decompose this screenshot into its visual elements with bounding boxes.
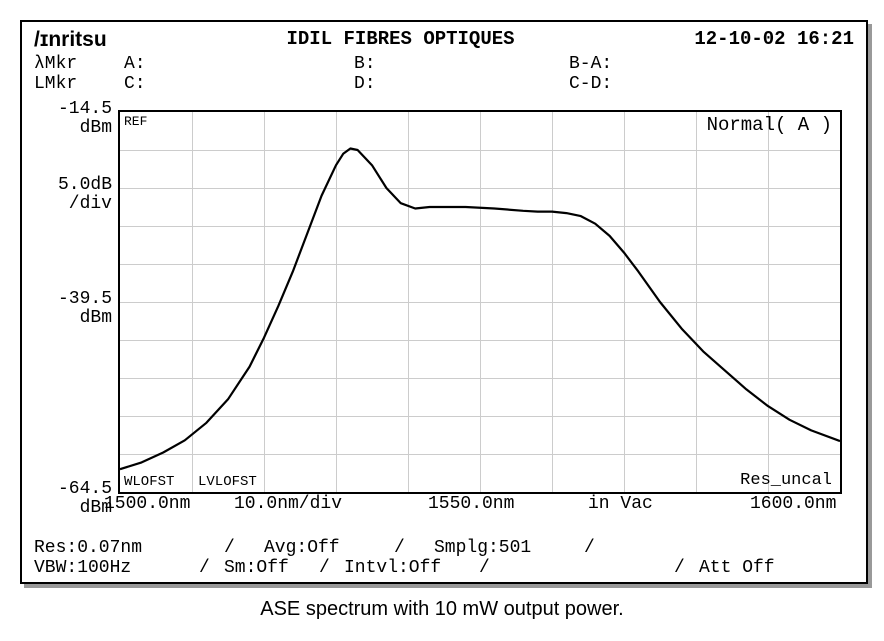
intvl-setting: Intvl:Off bbox=[344, 558, 479, 578]
lvlofst-label: LVLOFST bbox=[198, 474, 257, 490]
footer-row-1: Res:0.07nm / Avg:Off / Smplg:501 / bbox=[34, 538, 854, 558]
header-row: /ɪnritsu IDIL FIBRES OPTIQUES 12-10-02 1… bbox=[22, 22, 866, 52]
marker-rows: λMkr A: B: B-A: LMkr C: D: C-D: bbox=[22, 52, 866, 100]
sep-icon: / bbox=[674, 558, 699, 578]
lambda-marker-row: λMkr A: B: B-A: bbox=[34, 54, 854, 74]
x-scale: 10.0nm/div bbox=[234, 494, 342, 514]
figure-caption: ASE spectrum with 10 mW output power. bbox=[20, 598, 864, 621]
header-datetime: 12-10-02 16:21 bbox=[694, 28, 854, 52]
marker-c: C: bbox=[124, 74, 354, 94]
footer-settings: Res:0.07nm / Avg:Off / Smplg:501 / VBW:1… bbox=[34, 538, 854, 578]
gridline-v bbox=[480, 112, 481, 492]
sep-icon: / bbox=[584, 538, 604, 558]
vbw-setting: VBW:100Hz bbox=[34, 558, 199, 578]
gridline-v bbox=[408, 112, 409, 492]
sep-icon: / bbox=[319, 558, 344, 578]
wlofst-label: WLOFST bbox=[124, 474, 174, 490]
gridline-v bbox=[192, 112, 193, 492]
y-axis-label: 5.0dB/div bbox=[32, 176, 112, 214]
res-setting: Res:0.07nm bbox=[34, 538, 224, 558]
marker-ba: B-A: bbox=[569, 54, 689, 74]
gridline-v bbox=[624, 112, 625, 492]
gridline-v bbox=[264, 112, 265, 492]
brand-logo: /ɪnritsu bbox=[34, 28, 107, 52]
level-mkr-label: LMkr bbox=[34, 74, 124, 94]
gridline-v bbox=[768, 112, 769, 492]
sep-icon: / bbox=[394, 538, 434, 558]
x-right: 1600.0nm bbox=[750, 494, 836, 514]
avg-setting: Avg:Off bbox=[264, 538, 394, 558]
mode-label: Normal( A ) bbox=[707, 114, 832, 136]
y-axis-label: -14.5dBm bbox=[32, 100, 112, 138]
x-left: 1500.0nm bbox=[104, 494, 190, 514]
gridline-v bbox=[696, 112, 697, 492]
marker-a: A: bbox=[124, 54, 354, 74]
x-medium: in Vac bbox=[588, 494, 653, 514]
smplg-setting: Smplg:501 bbox=[434, 538, 584, 558]
x-center: 1550.0nm bbox=[428, 494, 514, 514]
marker-d: D: bbox=[354, 74, 569, 94]
y-axis-label: -39.5dBm bbox=[32, 290, 112, 328]
sep-icon: / bbox=[224, 538, 264, 558]
sm-setting: Sm:Off bbox=[224, 558, 319, 578]
spacer bbox=[504, 558, 674, 578]
sep-icon: / bbox=[479, 558, 504, 578]
y-axis-label: -64.5dBm bbox=[32, 480, 112, 518]
sep-icon: / bbox=[199, 558, 224, 578]
res-uncal-label: Res_uncal bbox=[740, 471, 832, 490]
ref-label: REF bbox=[124, 114, 147, 129]
marker-cd: C-D: bbox=[569, 74, 689, 94]
analyzer-screen: /ɪnritsu IDIL FIBRES OPTIQUES 12-10-02 1… bbox=[20, 20, 868, 584]
header-title: IDIL FIBRES OPTIQUES bbox=[287, 28, 515, 52]
gridline-v bbox=[336, 112, 337, 492]
level-marker-row: LMkr C: D: C-D: bbox=[34, 74, 854, 94]
marker-b: B: bbox=[354, 54, 569, 74]
lambda-mkr-label: λMkr bbox=[34, 54, 124, 74]
footer-row-2: VBW:100Hz / Sm:Off / Intvl:Off / / Att O… bbox=[34, 558, 854, 578]
gridline-v bbox=[552, 112, 553, 492]
att-setting: Att Off bbox=[699, 558, 775, 578]
chart-plot-area: REF WLOFST LVLOFST Normal( A ) Res_uncal bbox=[118, 110, 842, 494]
